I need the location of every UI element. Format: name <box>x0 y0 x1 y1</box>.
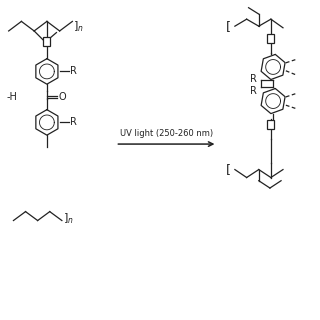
Text: ]: ] <box>74 20 78 30</box>
Text: n: n <box>68 216 72 225</box>
Text: [: [ <box>226 20 231 33</box>
Text: R: R <box>70 67 77 76</box>
Text: R: R <box>250 86 257 97</box>
Text: UV light (250-260 nm): UV light (250-260 nm) <box>120 129 213 138</box>
Text: n: n <box>78 24 83 33</box>
Text: R: R <box>70 117 77 127</box>
Text: R: R <box>250 74 257 84</box>
Text: O: O <box>58 92 66 102</box>
Text: -H: -H <box>6 92 17 102</box>
Bar <box>268 120 274 129</box>
Bar <box>44 37 50 46</box>
Text: ]: ] <box>63 212 68 222</box>
Bar <box>268 34 274 43</box>
Text: [: [ <box>226 163 231 176</box>
